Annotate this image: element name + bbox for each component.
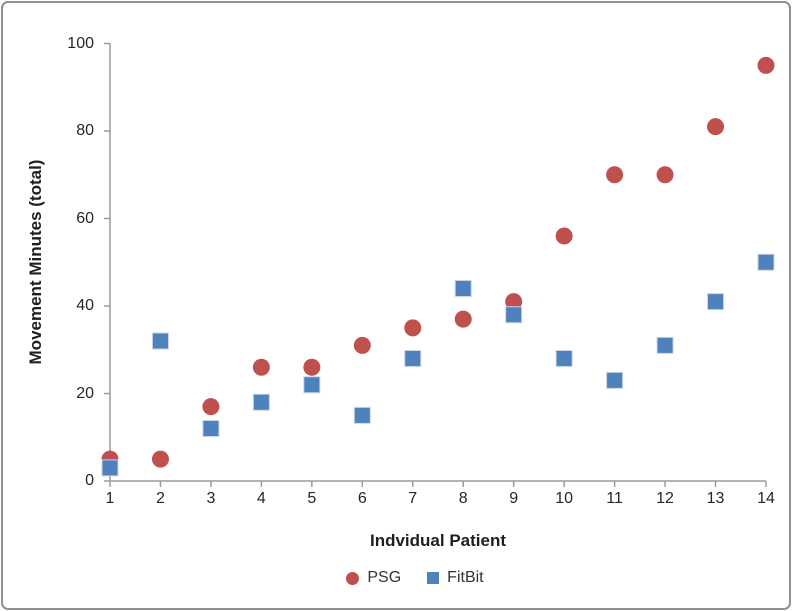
y-tick-label: 0 <box>85 472 94 489</box>
x-tick-label: 8 <box>458 490 468 507</box>
y-axis-title: Movement Minutes (total) <box>26 159 45 365</box>
marker-PSG-patient-8 <box>454 310 472 328</box>
x-tick-label: 3 <box>206 490 216 507</box>
y-tick-label: 40 <box>76 297 94 314</box>
legend-item-FitBit: FitBit <box>427 569 484 587</box>
marker-FitBit-patient-4 <box>252 393 270 411</box>
marker-PSG-patient-10 <box>555 227 573 245</box>
marker-FitBit-patient-9 <box>505 306 523 324</box>
legend-label: PSG <box>367 569 402 586</box>
legend-circle-swatch-icon <box>346 571 360 585</box>
marker-PSG-patient-7 <box>404 319 422 337</box>
x-tick-label: 1 <box>105 490 115 507</box>
marker-PSG-patient-12 <box>656 166 674 184</box>
marker-PSG-patient-14 <box>757 56 775 74</box>
legend-label: FitBit <box>447 569 484 586</box>
marker-FitBit-patient-6 <box>353 406 371 424</box>
x-tick-label: 5 <box>307 490 317 507</box>
marker-FitBit-patient-1 <box>101 459 119 477</box>
marker-FitBit-patient-10 <box>555 350 573 367</box>
x-tick-label: 6 <box>357 490 367 507</box>
x-tick-label: 7 <box>408 490 418 507</box>
marker-PSG-patient-11 <box>606 166 624 184</box>
marker-PSG-patient-3 <box>202 398 220 416</box>
marker-FitBit-patient-7 <box>404 350 422 367</box>
x-tick-label: 10 <box>555 490 574 507</box>
x-tick-label: 9 <box>509 490 519 507</box>
x-axis-title: Indvidual Patient <box>369 531 507 550</box>
marker-PSG-patient-6 <box>353 336 371 354</box>
marker-FitBit-patient-14 <box>757 253 775 271</box>
y-tick-label: 80 <box>76 122 94 139</box>
x-tick-label: 14 <box>757 490 775 507</box>
marker-FitBit-patient-8 <box>454 280 472 297</box>
marker-PSG-patient-4 <box>252 358 270 376</box>
x-tick-label: 11 <box>606 490 623 507</box>
y-tick-label: 20 <box>76 384 94 402</box>
marker-FitBit-patient-11 <box>606 371 624 389</box>
marker-FitBit-patient-5 <box>303 376 321 394</box>
marker-PSG-patient-13 <box>707 118 725 136</box>
legend-square-swatch-icon <box>427 572 440 584</box>
marker-FitBit-patient-2 <box>151 332 169 350</box>
marker-FitBit-patient-12 <box>656 336 674 354</box>
y-tick-label: 60 <box>76 209 94 227</box>
x-tick-label: 2 <box>156 490 165 507</box>
marker-FitBit-patient-3 <box>202 420 220 437</box>
y-tick-label: 100 <box>67 34 94 52</box>
marker-PSG-patient-5 <box>303 358 321 376</box>
legend-item-PSG: PSG <box>346 569 401 587</box>
marker-PSG-patient-9 <box>505 293 523 311</box>
marker-FitBit-patient-13 <box>707 293 725 311</box>
x-tick-label: 4 <box>256 490 266 507</box>
legend: PSG FitBit <box>0 565 792 591</box>
x-tick-label: 12 <box>656 490 674 507</box>
x-tick-label: 13 <box>706 490 725 507</box>
marker-PSG-patient-2 <box>151 450 169 468</box>
